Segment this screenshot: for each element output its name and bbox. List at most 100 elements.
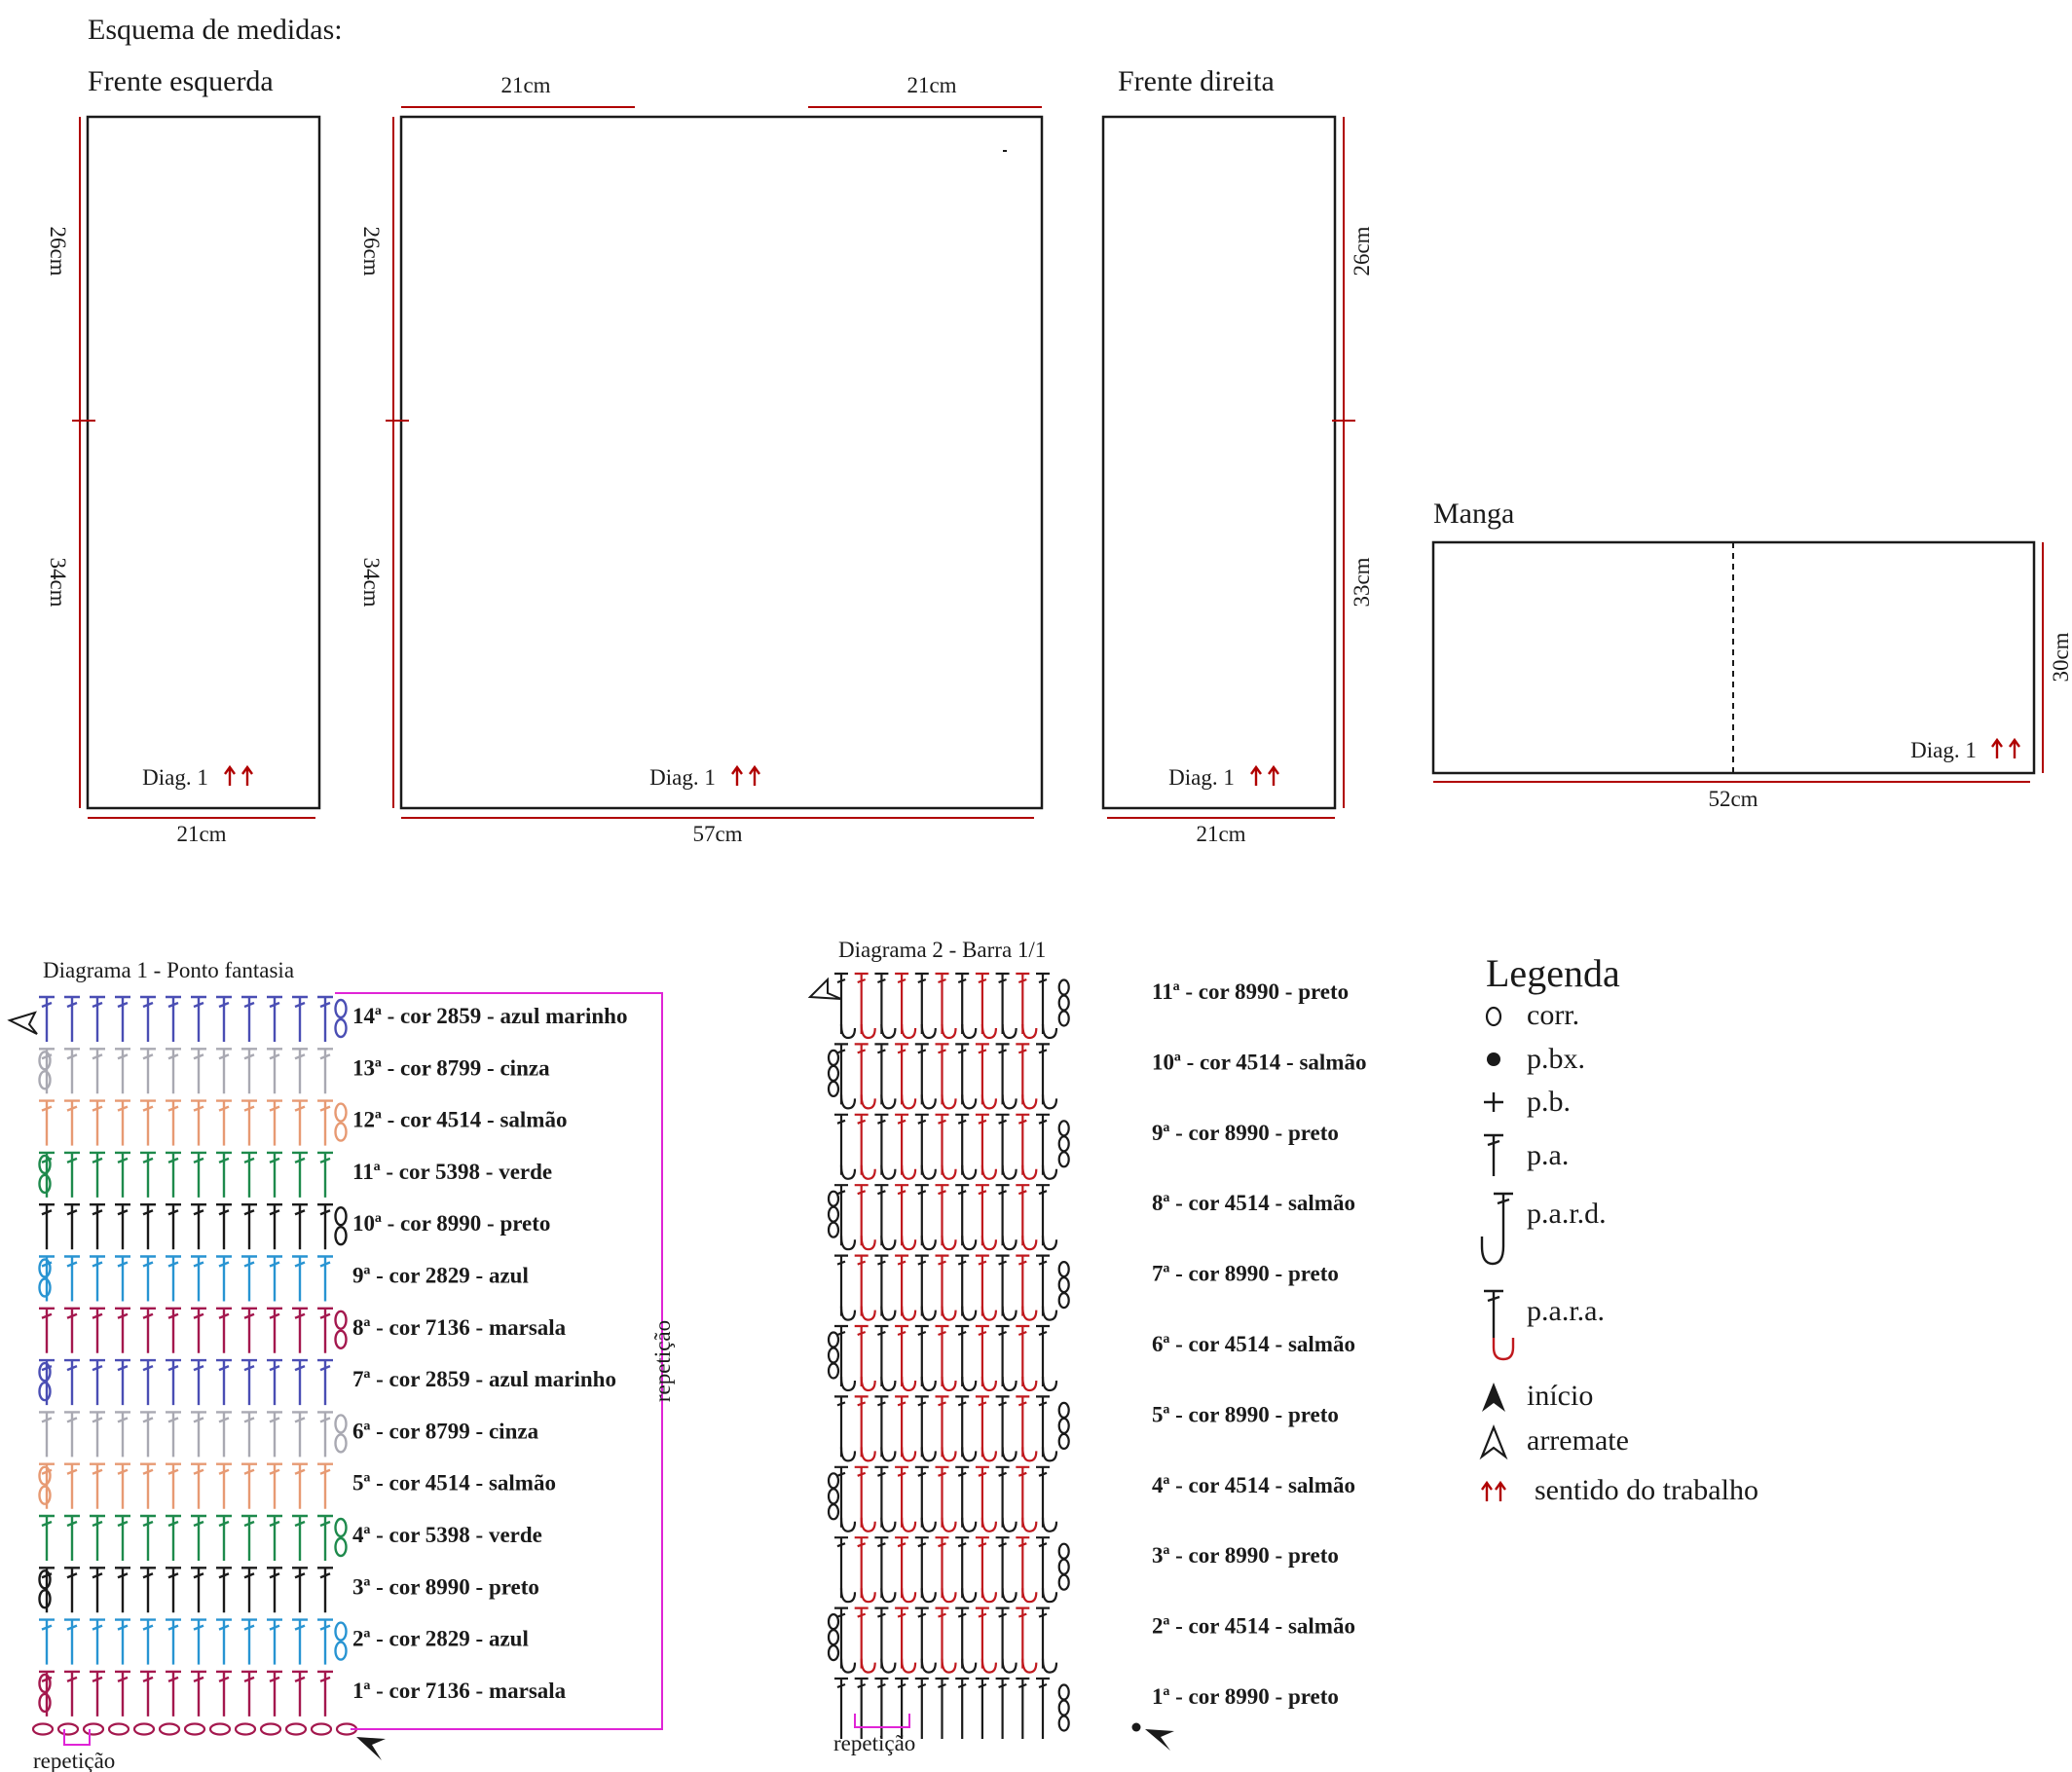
post-hook [980, 1447, 997, 1462]
diagram2-row: 5ª - cor 8990 - preto [834, 1395, 1339, 1462]
double-crochet-stitch [166, 1255, 181, 1302]
post-hook [961, 1306, 978, 1321]
post-stitch [854, 1606, 869, 1669]
legend-item-label: corr. [1527, 999, 1579, 1031]
post-stitch [955, 1113, 970, 1175]
diagram1-row: 4ª - cor 5398 - verde [39, 1514, 542, 1561]
foundation-chain [107, 1722, 130, 1736]
double-crochet-stitch [140, 1307, 156, 1353]
diagram2-row: 11ª - cor 8990 - preto [834, 972, 1349, 1040]
foundation-chain [31, 1722, 55, 1736]
turning-chain [827, 1643, 840, 1662]
double-crochet-stitch [317, 1099, 333, 1146]
turning-chain [1057, 1432, 1070, 1451]
post-stitch [895, 1606, 909, 1669]
double-crochet-stitch [292, 1514, 308, 1561]
turning-chain [334, 1433, 348, 1454]
diagram1-row: 14ª - cor 2859 - azul marinho [39, 995, 627, 1042]
post-hook [1041, 1447, 1058, 1462]
sleeve-diag: Diag. 1 [1910, 738, 1977, 762]
post-stitch [975, 972, 989, 1034]
turning-chain [334, 1205, 348, 1227]
double-crochet-stitch [241, 1255, 257, 1302]
post-hook [860, 1447, 876, 1462]
diagram1-row: 13ª - cor 8799 - cinza [38, 1048, 550, 1094]
double-crochet-stitch [267, 1151, 282, 1198]
double-crochet-stitch [292, 1411, 308, 1458]
double-crochet-stitch [191, 995, 206, 1042]
double-crochet-stitch [317, 1358, 333, 1406]
turning-chain [38, 1361, 52, 1383]
diagram2-row-label: 6ª - cor 4514 - salmão [1152, 1332, 1355, 1356]
double-crochet-stitch [90, 1099, 105, 1146]
post-hook [961, 1447, 978, 1462]
finish-arrow-icon [1479, 1424, 1508, 1460]
turning-chain [827, 1064, 840, 1083]
post-hook [1041, 1306, 1058, 1321]
post-stitch [935, 1184, 949, 1246]
post-hook [839, 1164, 857, 1180]
post-stitch [854, 1113, 869, 1175]
left-front-width: 21cm [176, 822, 226, 846]
post-stitch [975, 1395, 989, 1458]
double-crochet-stitch [317, 1048, 333, 1094]
diagram1-bottom-repeat-label: repetição [33, 1749, 115, 1772]
post-stitch [975, 1113, 989, 1175]
post-stitch [1016, 1113, 1030, 1175]
direction-arrow-icon [1249, 765, 1263, 788]
double-crochet-stitch [216, 1255, 232, 1302]
post-stitch [995, 1465, 1010, 1528]
double-crochet-stitch [267, 1358, 282, 1406]
double-crochet-stitch [292, 1670, 308, 1717]
legend-item-label: sentido do trabalho [1535, 1474, 1758, 1506]
foundation-chain [82, 1722, 105, 1736]
back-diag: Diag. 1 [649, 765, 716, 790]
double-crochet-stitch [140, 1048, 156, 1094]
diagram2-row-label: 8ª - cor 4514 - salmão [1152, 1191, 1355, 1215]
right-front-height-bottom: 33cm [1350, 557, 1374, 607]
right-front-diag: Diag. 1 [1168, 765, 1235, 790]
post-stitch [834, 1677, 848, 1739]
double-crochet-stitch [90, 1203, 105, 1250]
post-stitch [935, 1324, 949, 1386]
diagram1-row: 8ª - cor 7136 - marsala [39, 1307, 567, 1353]
legend-item-label: p.a.r.a. [1527, 1295, 1605, 1327]
double-crochet-stitch [241, 1048, 257, 1094]
post-hook [839, 1306, 857, 1321]
post-stitch [895, 1113, 909, 1175]
post-hook [860, 1588, 876, 1604]
post-hook [1041, 1164, 1058, 1180]
double-crochet-stitch [241, 1203, 257, 1250]
post-stitch [895, 1536, 909, 1599]
legend-item-label: p.a.r.d. [1527, 1198, 1607, 1230]
post-hook [920, 1588, 937, 1604]
post-stitch [874, 1465, 889, 1528]
double-crochet-stitch [191, 1255, 206, 1302]
foundation-chain [56, 1722, 80, 1736]
diagram2-row: 3ª - cor 8990 - preto [834, 1536, 1339, 1604]
double-crochet-stitch [140, 1358, 156, 1406]
post-hook [839, 1094, 857, 1110]
post-hook [1041, 1236, 1058, 1251]
diagram1-repeat-bracket [335, 992, 663, 1730]
post-hook [961, 1094, 978, 1110]
post-hook [901, 1023, 917, 1040]
post-stitch [914, 1465, 929, 1528]
post-hook [1041, 1658, 1058, 1674]
legend-item-label: arremate [1527, 1424, 1629, 1457]
post-stitch [935, 972, 949, 1034]
post-hook [901, 1094, 917, 1110]
turning-chain [827, 1190, 840, 1207]
post-hook [860, 1236, 876, 1251]
front-post-icon [1480, 1192, 1513, 1266]
double-crochet-stitch [267, 995, 282, 1042]
post-stitch [874, 1043, 889, 1105]
post-hook [920, 1447, 937, 1462]
double-crochet-stitch [216, 1099, 232, 1146]
turning-chain [38, 1070, 52, 1090]
double-crochet-stitch [115, 1618, 130, 1665]
diagram2-title: Diagrama 2 - Barra 1/1 [838, 938, 1046, 962]
diagram2-row: 8ª - cor 4514 - salmão [827, 1184, 1355, 1251]
post-hook [980, 1236, 997, 1251]
double-crochet-stitch [115, 995, 130, 1042]
